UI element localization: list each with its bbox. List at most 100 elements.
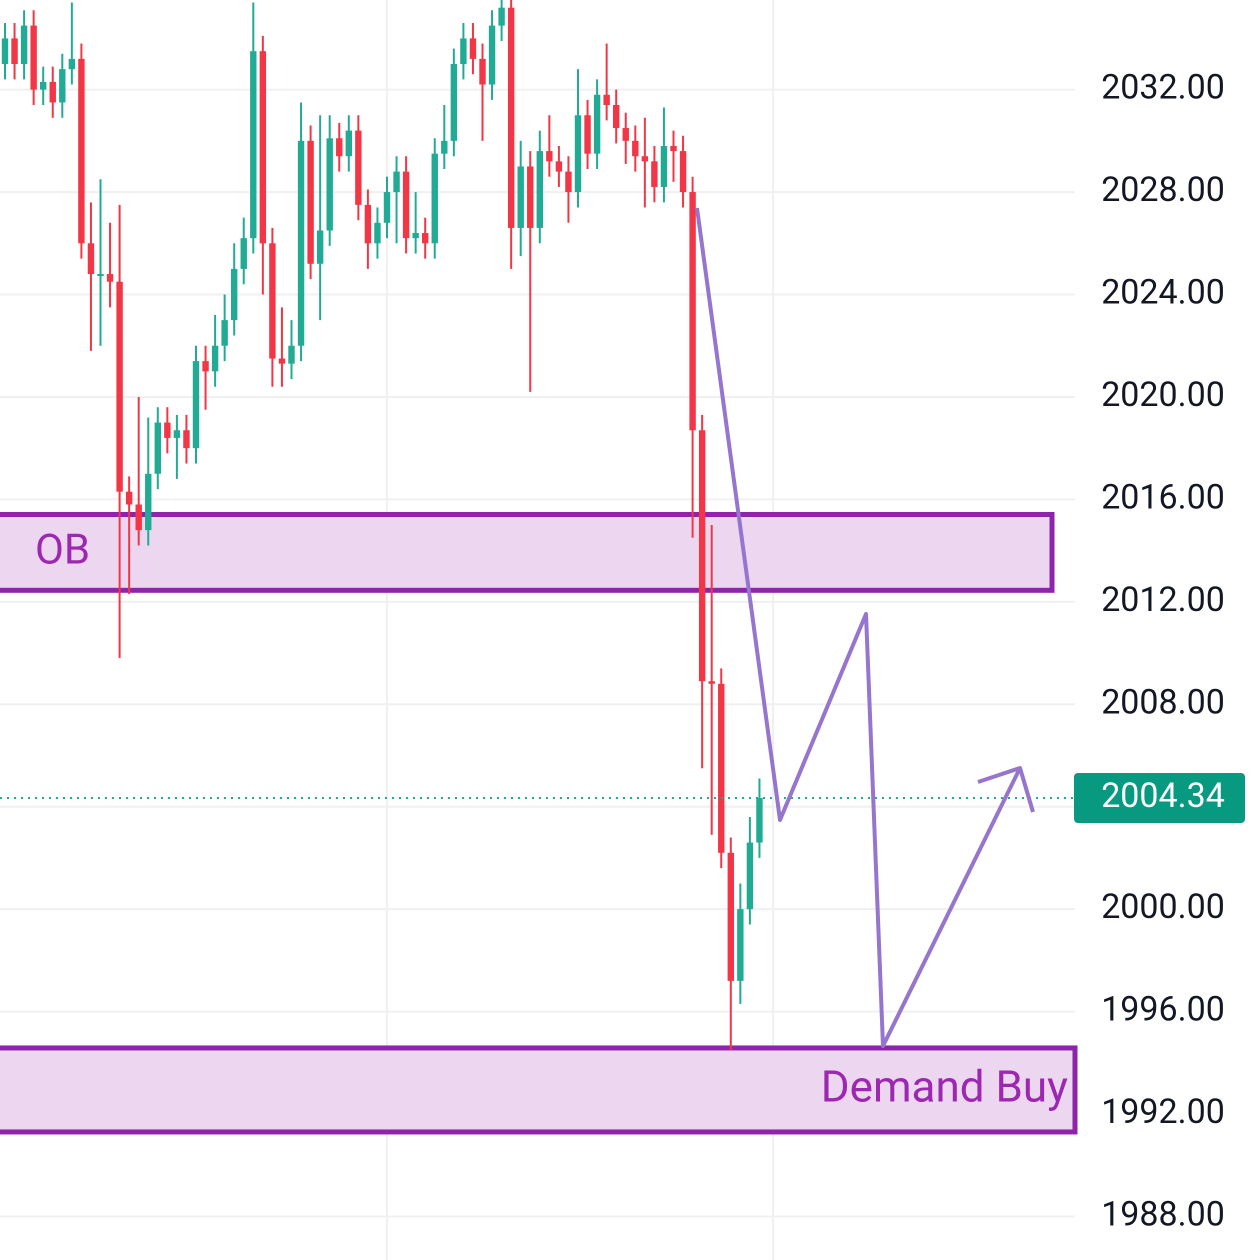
candle-body: [135, 504, 142, 531]
candle-body: [78, 58, 85, 244]
candle-body: [708, 681, 715, 684]
candle-body: [488, 25, 496, 85]
candle-body: [278, 358, 286, 364]
candle-body: [517, 166, 524, 228]
projection-path: [695, 207, 1022, 1048]
candle-body: [345, 130, 352, 157]
candle-body: [660, 145, 668, 187]
candle-body: [364, 204, 372, 244]
candle-body: [173, 430, 181, 438]
zone-label: OB: [35, 525, 90, 574]
y-tick-label: 2000.00: [1101, 887, 1225, 927]
candle-body: [297, 140, 305, 346]
candle-body: [431, 153, 438, 244]
zone: [0, 512, 1055, 593]
candle-body: [746, 842, 754, 910]
candle-body: [355, 130, 362, 205]
candle-body: [326, 138, 333, 231]
candle-body: [460, 38, 467, 65]
candle-body: [555, 161, 563, 172]
candles: [0, 0, 1075, 1050]
candle-body: [269, 243, 276, 359]
zones: OB Demand Buy: [0, 512, 1078, 1135]
candle-body: [613, 105, 620, 129]
zone-label: Demand Buy: [821, 1061, 1068, 1113]
candle-body: [307, 140, 314, 264]
candle-body: [125, 491, 133, 505]
y-tick-label: 1992.00: [1101, 1092, 1225, 1132]
candle-body: [20, 25, 28, 65]
candle-body: [221, 320, 228, 346]
y-tick-label: 2012.00: [1101, 580, 1225, 620]
candle-body: [479, 58, 486, 85]
candle-body: [211, 345, 219, 372]
candle-body: [689, 192, 696, 431]
y-tick-label: 2024.00: [1101, 272, 1225, 312]
candle-body: [402, 171, 410, 239]
candle-body: [727, 852, 734, 981]
candle-body: [422, 233, 429, 244]
candle-body: [679, 151, 687, 193]
candle-body: [145, 473, 152, 531]
price-badge: [1074, 773, 1245, 823]
candle-body: [288, 345, 295, 364]
candle-body: [641, 156, 649, 162]
candle-body: [30, 25, 37, 90]
candle-body: [441, 140, 448, 154]
candle-body: [574, 115, 582, 193]
y-tick-label: 2020.00: [1101, 375, 1225, 415]
candle-body: [40, 81, 47, 90]
grid: [0, 88, 1075, 1218]
candle-body: [231, 268, 238, 321]
candle-body: [316, 230, 324, 264]
y-tick-label: 2028.00: [1101, 170, 1225, 210]
candle-body: [536, 151, 543, 228]
candle-body: [336, 138, 343, 157]
candle-body: [202, 361, 209, 372]
candle-body: [106, 274, 114, 282]
candle-body: [756, 798, 763, 843]
candle-body: [622, 128, 629, 141]
y-tick-label: 2016.00: [1101, 477, 1225, 517]
candle-body: [59, 69, 66, 103]
price-axis: 1988.00 1992.00 1996.00 2000.00 2008.00 2012.…: [1074, 68, 1245, 1234]
candle-body: [584, 115, 591, 154]
candle-body: [737, 909, 744, 981]
candle-body: [651, 161, 658, 187]
candle-body: [259, 51, 267, 244]
candle-body: [593, 94, 601, 154]
y-tick-label: 2032.00: [1101, 68, 1225, 108]
candle-body: [1, 38, 9, 65]
arrow-head: [977, 766, 1035, 813]
zone: [0, 1045, 1078, 1135]
candle-body: [250, 51, 257, 239]
candle-body: [546, 151, 553, 162]
candle-body: [164, 422, 171, 438]
y-tick-label: 1996.00: [1101, 990, 1225, 1030]
candle-body: [632, 140, 639, 157]
candle-body: [527, 166, 534, 228]
y-tick-label: 1988.00: [1101, 1194, 1225, 1234]
candle-body: [192, 361, 200, 449]
candle-body: [698, 430, 706, 682]
candle-body: [97, 274, 104, 277]
candle-body: [154, 422, 161, 474]
candle-body: [87, 243, 95, 275]
candle-body: [565, 171, 572, 193]
candle-body: [49, 81, 56, 103]
candle-body: [603, 94, 610, 105]
candle-body: [498, 7, 505, 26]
candle-body: [393, 171, 400, 193]
candle-body: [507, 7, 515, 228]
candle-body: [183, 430, 190, 449]
candle-body: [412, 233, 419, 239]
candle-body: [383, 192, 391, 223]
y-tick-label: 2008.00: [1101, 682, 1225, 722]
candle-body: [68, 58, 76, 70]
candle-body: [240, 238, 247, 269]
candle-body: [450, 64, 458, 141]
candle-body: [11, 38, 18, 65]
candle-body: [670, 145, 677, 152]
candle-body: [116, 281, 123, 492]
